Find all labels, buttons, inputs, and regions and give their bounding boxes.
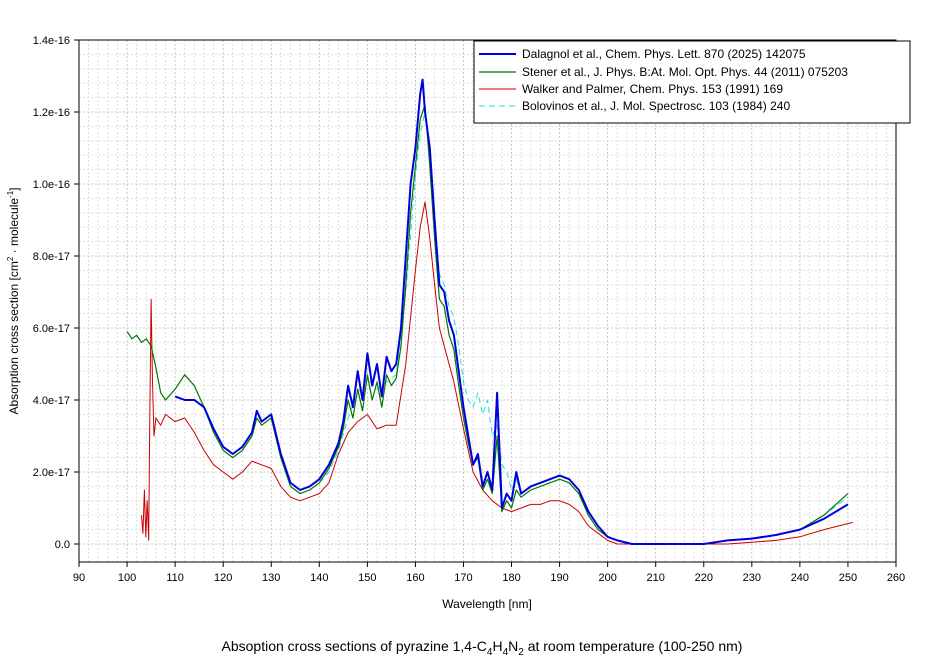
x-tick-label: 210 xyxy=(647,572,665,584)
legend-label-bolovinos: Bolovinos et al., J. Mol. Spectrosc. 103… xyxy=(522,99,790,113)
chart-caption: Absoption cross sections of pyrazine 1,4… xyxy=(222,638,743,658)
x-tick-label: 250 xyxy=(839,572,857,584)
x-tick-label: 190 xyxy=(550,572,568,584)
y-tick-label: 8.0e-17 xyxy=(33,251,70,263)
x-tick-label: 150 xyxy=(358,572,376,584)
legend-label-dalagnol: Dalagnol et al., Chem. Phys. Lett. 870 (… xyxy=(522,47,806,61)
x-tick-label: 130 xyxy=(262,572,280,584)
y-tick-label: 4.0e-17 xyxy=(33,395,70,407)
ticks: 90 100 110 120 130 140 150 160 170 180 190 200 210 22… xyxy=(33,35,905,584)
x-tick-label: 140 xyxy=(310,572,328,584)
x-tick-label: 160 xyxy=(406,572,424,584)
series-line-walker xyxy=(141,201,853,545)
x-tick-label: 180 xyxy=(502,572,520,584)
x-tick-label: 110 xyxy=(166,572,184,584)
series-line-stener xyxy=(126,104,849,545)
y-tick-label: 2.0e-17 xyxy=(33,467,70,479)
legend-label-walker: Walker and Palmer, Chem. Phys. 153 (1991… xyxy=(522,82,783,96)
x-tick-label: 90 xyxy=(73,572,85,584)
x-tick-label: 230 xyxy=(743,572,761,584)
x-tick-label: 260 xyxy=(887,572,905,584)
grid xyxy=(78,39,897,562)
x-axis-title: Wavelength [nm] xyxy=(442,597,532,611)
y-axis-title: Absorption cross section [cm2 · molecule… xyxy=(6,187,21,414)
x-tick-label: 100 xyxy=(118,572,136,584)
x-tick-label: 220 xyxy=(695,572,713,584)
y-tick-label: 6.0e-17 xyxy=(33,323,70,335)
x-tick-label: 240 xyxy=(791,572,809,584)
y-tick-label: 1.4e-16 xyxy=(33,35,70,47)
x-tick-label: 120 xyxy=(214,572,232,584)
legend: Dalagnol et al., Chem. Phys. Lett. 870 (… xyxy=(473,40,911,124)
x-tick-label: 200 xyxy=(598,572,616,584)
plot-frame xyxy=(78,39,897,563)
series-layer xyxy=(126,78,853,545)
x-tick-label: 170 xyxy=(454,572,472,584)
y-tick-label: 0.0 xyxy=(55,539,70,551)
y-tick-label: 1.2e-16 xyxy=(33,107,70,119)
legend-label-stener: Stener et al., J. Phys. B:At. Mol. Opt. … xyxy=(522,65,848,79)
series-line-dalagnol xyxy=(174,78,849,545)
legend-box xyxy=(473,40,911,124)
y-tick-label: 1.0e-16 xyxy=(33,179,70,191)
